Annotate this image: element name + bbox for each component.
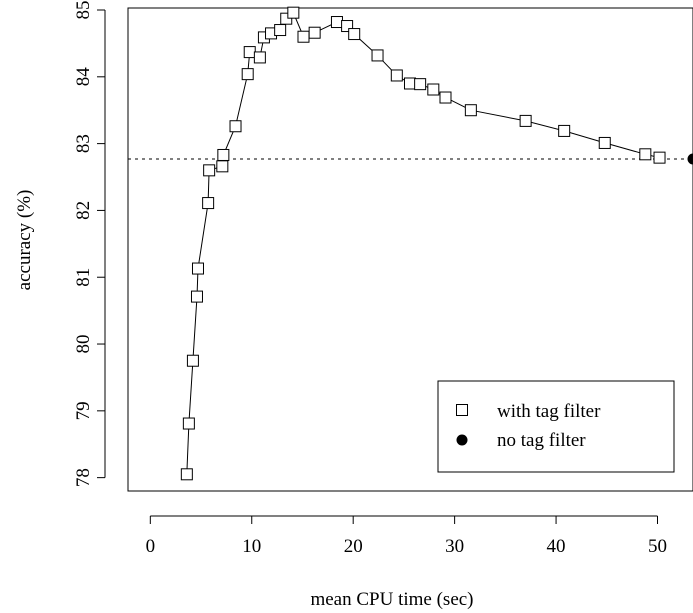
y-tick-label: 82 — [73, 201, 94, 220]
data-point-with-tag-filter — [519, 114, 532, 127]
data-point-with-tag-filter — [439, 91, 452, 104]
data-point-with-tag-filter — [414, 78, 427, 91]
x-axis: 0 10 20 30 40 50 — [146, 515, 667, 557]
data-point-with-tag-filter — [348, 28, 361, 41]
legend-label-with-tag-filter: with tag filter — [497, 401, 601, 422]
reference-lines — [128, 8, 693, 491]
data-point-with-tag-filter — [202, 197, 215, 210]
x-axis-label: mean CPU time (sec) — [310, 589, 473, 610]
data-point-with-tag-filter — [180, 468, 193, 481]
data-point-with-tag-filter — [229, 120, 242, 133]
data-point-no-tag-filter — [687, 153, 693, 165]
data-point-with-tag-filter — [216, 160, 229, 173]
data-point-with-tag-filter — [280, 12, 293, 25]
data-point-with-tag-filter — [191, 262, 204, 275]
data-point-with-tag-filter — [241, 68, 254, 81]
x-tick-label: 40 — [547, 536, 566, 557]
data-point-with-tag-filter — [403, 77, 416, 90]
data-point-with-tag-filter — [297, 30, 310, 43]
legend-marker-no-tag-filter — [456, 434, 468, 446]
data-point-with-tag-filter — [427, 83, 440, 96]
data-point-with-tag-filter — [464, 104, 477, 117]
y-axis: 78 79 80 81 82 83 84 85 — [73, 1, 106, 487]
data-point-with-tag-filter — [182, 417, 195, 430]
data-point-with-tag-filter — [190, 290, 203, 303]
x-tick-label: 30 — [445, 536, 464, 557]
data-point-with-tag-filter — [341, 20, 354, 33]
data-point-with-tag-filter — [308, 26, 321, 39]
x-tick-label: 10 — [242, 536, 261, 557]
legend-label-no-tag-filter: no tag filter — [497, 430, 586, 451]
y-tick-label: 85 — [73, 1, 94, 20]
data-point-with-tag-filter — [653, 151, 666, 164]
data-point-with-tag-filter — [639, 148, 652, 161]
data-point-with-tag-filter — [287, 6, 300, 19]
y-tick-label: 79 — [73, 401, 94, 420]
legend-box — [437, 380, 675, 473]
plot-frame — [127, 7, 693, 492]
x-tick-label: 0 — [146, 536, 156, 557]
y-tick-label: 84 — [73, 67, 94, 87]
data-point-with-tag-filter — [243, 46, 256, 59]
y-tick-label: 78 — [73, 468, 94, 487]
data-point-with-tag-filter — [217, 148, 230, 161]
data-point-with-tag-filter — [330, 16, 343, 29]
data-point-with-tag-filter — [203, 164, 216, 177]
data-point-with-tag-filter — [371, 49, 384, 62]
data-point-with-tag-filter — [390, 69, 403, 82]
y-tick-label: 81 — [73, 268, 94, 287]
y-tick-label: 83 — [73, 134, 94, 153]
x-tick-label: 20 — [344, 536, 363, 557]
data-point-with-tag-filter — [598, 136, 611, 149]
legend-marker-with-tag-filter — [456, 404, 468, 416]
data-point-with-tag-filter — [274, 24, 287, 37]
data-point-with-tag-filter — [186, 354, 199, 367]
y-tick-label: 80 — [73, 335, 94, 354]
series-layer — [180, 6, 693, 481]
data-point-with-tag-filter — [253, 51, 266, 64]
x-tick-label: 50 — [648, 536, 667, 557]
y-axis-label: accuracy (%) — [14, 190, 35, 291]
data-point-with-tag-filter — [558, 124, 571, 137]
legend: with tag filter no tag filter — [437, 380, 675, 473]
